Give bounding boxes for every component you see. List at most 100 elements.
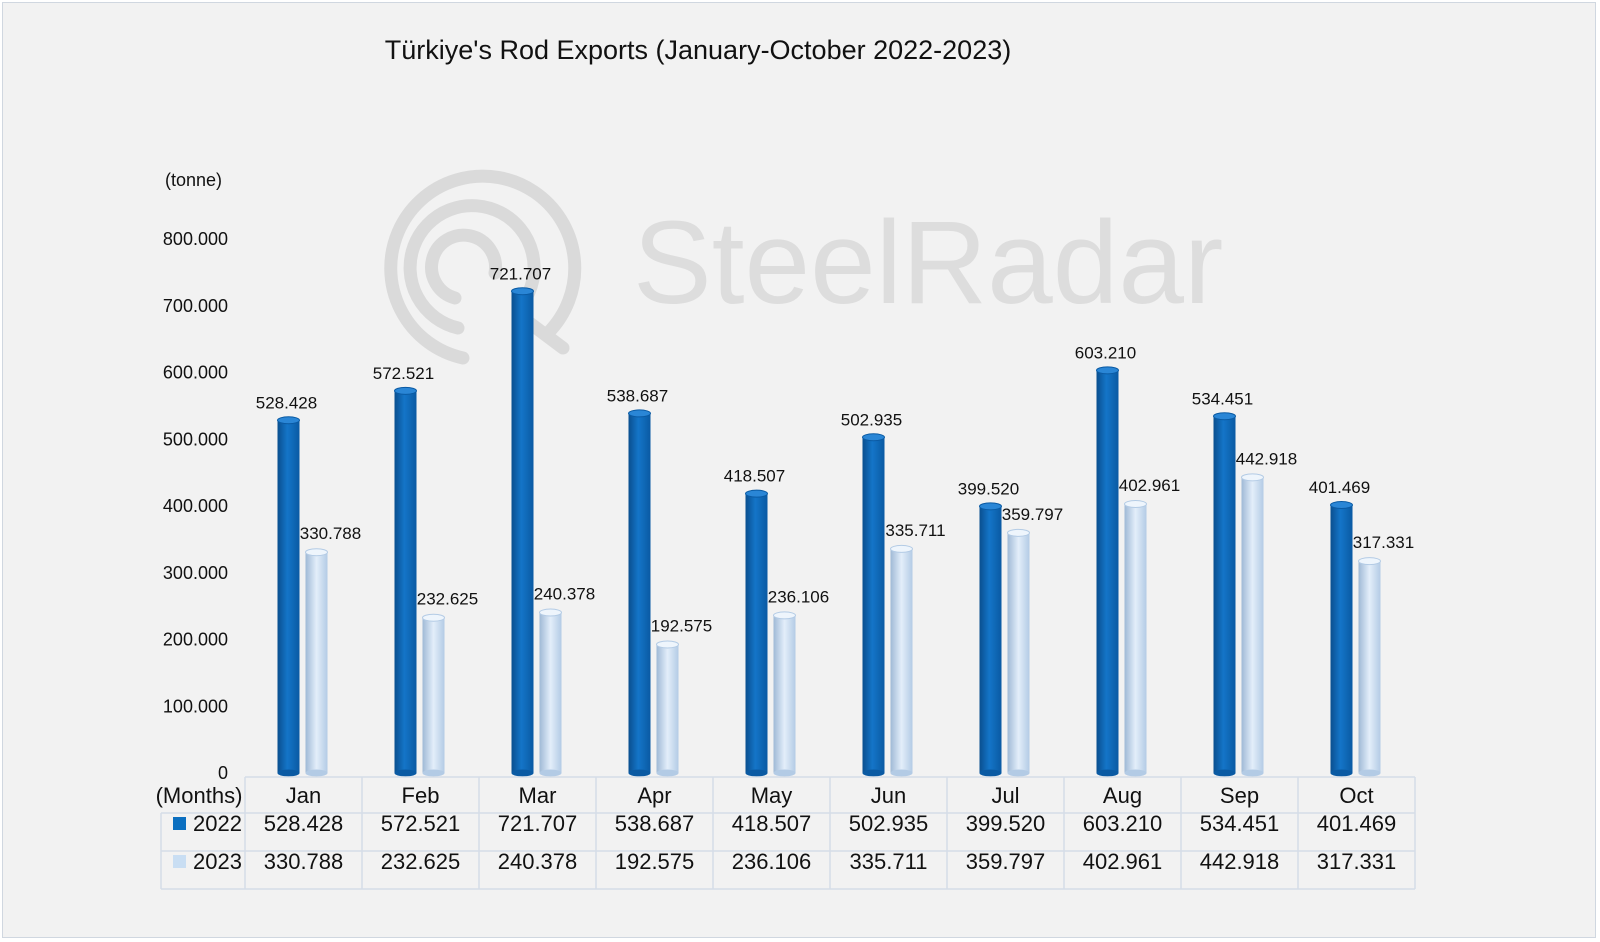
data-label-2022-jan: 528.428 xyxy=(256,393,317,412)
bar-cap-2022-apr xyxy=(628,409,651,418)
bar-2023-sep xyxy=(1241,477,1264,773)
svg-text:SteelRadar: SteelRadar xyxy=(633,197,1223,329)
table-cell-2022-jul: 399.520 xyxy=(966,811,1046,836)
y-axis-labels: 0 100.000 200.000 300.000 400.000 500.000 600.… xyxy=(163,229,228,783)
table-category-aug: Aug xyxy=(1103,783,1142,808)
bar-cap-2023-jun xyxy=(890,544,913,553)
bar-2023-feb xyxy=(422,617,445,773)
y-axis-unit-label: (tonne) xyxy=(165,170,222,190)
table-cell-2023-jul: 359.797 xyxy=(966,849,1046,874)
table-cell-2023-jan: 330.788 xyxy=(264,849,344,874)
bar-2023-may xyxy=(773,615,796,773)
y-tick-label: 500.000 xyxy=(163,429,228,449)
bar-2023-mar xyxy=(539,612,562,773)
table-cell-2023-mar: 240.378 xyxy=(498,849,578,874)
bar-cap-2023-oct xyxy=(1358,557,1381,566)
bar-base-2022-sep xyxy=(1213,769,1236,777)
bar-base-2022-jul xyxy=(979,769,1002,777)
table-cell-2023-aug: 402.961 xyxy=(1083,849,1163,874)
bar-base-2022-mar xyxy=(511,769,534,777)
bar-base-2023-feb xyxy=(422,769,445,777)
bar-2022-jul xyxy=(979,506,1002,773)
bar-2022-sep xyxy=(1213,416,1236,773)
chart-title: Türkiye's Rod Exports (January-October 2… xyxy=(384,35,1012,65)
bar-2022-aug xyxy=(1096,370,1119,773)
bar-base-2022-oct xyxy=(1330,769,1353,777)
bar-2022-jun xyxy=(862,437,885,773)
bar-base-2023-jun xyxy=(890,769,913,777)
bar-2023-apr xyxy=(656,644,679,773)
y-tick-label: 800.000 xyxy=(163,229,228,249)
bar-2022-may xyxy=(745,493,768,773)
y-tick-label: 200.000 xyxy=(163,630,228,650)
data-label-2023-sep: 442.918 xyxy=(1236,449,1297,468)
legend-label-2023: 2023 xyxy=(193,849,242,874)
y-tick-label: 600.000 xyxy=(163,363,228,383)
table-cell-2022-apr: 538.687 xyxy=(615,811,695,836)
watermark-logo: SteelRadar xyxy=(384,169,1223,365)
table-cell-2022-sep: 534.451 xyxy=(1200,811,1280,836)
table-cell-2022-oct: 401.469 xyxy=(1317,811,1397,836)
y-tick-label: 700.000 xyxy=(163,296,228,316)
bar-base-2023-jul xyxy=(1007,769,1030,777)
bar-base-2022-apr xyxy=(628,769,651,777)
data-labels-group: 528.428 330.788 572.521 232.625 721.707 240.3… xyxy=(256,264,1414,635)
bars-group xyxy=(277,287,1381,777)
bar-base-2023-apr xyxy=(656,769,679,777)
data-label-2022-may: 418.507 xyxy=(724,467,785,486)
bar-cap-2022-feb xyxy=(394,386,417,395)
table-category-feb: Feb xyxy=(402,783,440,808)
bar-cap-2022-jan xyxy=(277,416,300,425)
data-label-2022-jun: 502.935 xyxy=(841,410,902,429)
table-cell-2023-apr: 192.575 xyxy=(615,849,695,874)
legend-swatch-2022 xyxy=(173,817,186,830)
table-cell-2022-jan: 528.428 xyxy=(264,811,344,836)
table-cell-2023-feb: 232.625 xyxy=(381,849,461,874)
y-tick-label: 300.000 xyxy=(163,563,228,583)
table-category-sep: Sep xyxy=(1220,783,1259,808)
data-label-2022-apr: 538.687 xyxy=(607,386,668,405)
bar-cap-2022-mar xyxy=(511,287,534,296)
table-cell-2023-sep: 442.918 xyxy=(1200,849,1280,874)
bar-cap-2023-mar xyxy=(539,608,562,617)
bar-2023-jul xyxy=(1007,532,1030,773)
table-cell-2023-oct: 317.331 xyxy=(1317,849,1397,874)
bar-base-2023-aug xyxy=(1124,769,1147,777)
legend-swatch-2023 xyxy=(173,855,186,868)
data-label-2023-aug: 402.961 xyxy=(1119,476,1180,495)
bar-base-2023-mar xyxy=(539,769,562,777)
bar-cap-2022-jul xyxy=(979,502,1002,511)
table-category-jan: Jan xyxy=(286,783,321,808)
bar-2023-oct xyxy=(1358,561,1381,773)
y-tick-label: 0 xyxy=(218,763,228,783)
bar-base-2022-feb xyxy=(394,769,417,777)
table-cell-2022-feb: 572.521 xyxy=(381,811,461,836)
bar-cap-2022-may xyxy=(745,489,768,498)
data-label-2022-mar: 721.707 xyxy=(490,264,551,283)
data-label-2023-oct: 317.331 xyxy=(1353,533,1414,552)
data-label-2022-aug: 603.210 xyxy=(1075,343,1136,362)
bar-2023-aug xyxy=(1124,504,1147,773)
table-category-jul: Jul xyxy=(991,783,1019,808)
bar-2022-feb xyxy=(394,390,417,773)
y-tick-label: 400.000 xyxy=(163,496,228,516)
bar-cap-2022-aug xyxy=(1096,366,1119,375)
data-label-2023-jul: 359.797 xyxy=(1002,505,1063,524)
data-label-2023-jan: 330.788 xyxy=(300,524,361,543)
bar-cap-2023-jul xyxy=(1007,528,1030,537)
chart-svg: SteelRadar 0 100.000 200.000 300.000 400.000… xyxy=(156,169,1416,890)
bar-2022-jan xyxy=(277,420,300,773)
table-cell-2022-may: 418.507 xyxy=(732,811,812,836)
bar-base-2022-aug xyxy=(1096,769,1119,777)
table-category-oct: Oct xyxy=(1339,783,1373,808)
bar-cap-2023-jan xyxy=(305,548,328,557)
table-cell-2022-aug: 603.210 xyxy=(1083,811,1163,836)
bar-2023-jun xyxy=(890,548,913,773)
table-header-label: (Months) xyxy=(156,783,243,808)
table-category-apr: Apr xyxy=(637,783,671,808)
y-tick-label: 100.000 xyxy=(163,696,228,716)
data-label-2022-jul: 399.520 xyxy=(958,479,1019,498)
data-label-2023-may: 236.106 xyxy=(768,587,829,606)
bar-base-2022-jan xyxy=(277,769,300,777)
